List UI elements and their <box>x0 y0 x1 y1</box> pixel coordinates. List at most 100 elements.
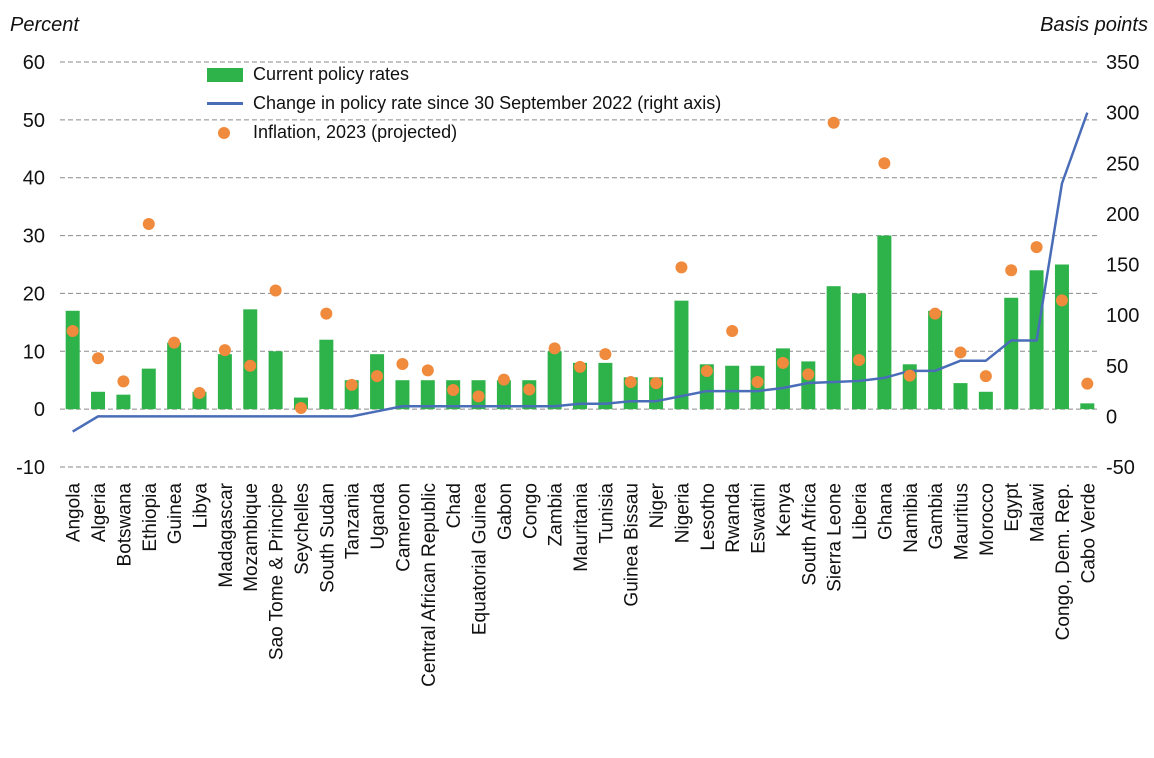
category-label: Botswana <box>114 483 135 567</box>
category-label: Cameroon <box>393 483 414 572</box>
category-label: Seychelles <box>292 483 313 575</box>
legend-bar-swatch <box>207 67 243 82</box>
scatter-point <box>371 370 384 383</box>
scatter-point <box>193 386 206 399</box>
scatter-point <box>878 157 891 170</box>
left-axis-title: Percent <box>10 14 79 36</box>
scatter-point <box>827 116 840 129</box>
left-tick-label: 10 <box>23 341 45 363</box>
left-tick-label: 30 <box>23 226 45 248</box>
scatter-point <box>954 346 967 359</box>
bar <box>319 339 334 410</box>
bar <box>1004 297 1019 410</box>
category-label: Nigeria <box>672 483 693 544</box>
bar <box>1054 264 1069 410</box>
scatter-point <box>472 390 485 403</box>
category-label: Kenya <box>774 483 795 537</box>
scatter-point <box>776 356 789 369</box>
right-tick-label: 200 <box>1106 204 1139 226</box>
category-label: Angola <box>64 483 85 543</box>
bar <box>852 293 867 410</box>
category-label: Ethiopia <box>140 483 161 552</box>
category-label: Mozambique <box>241 483 262 592</box>
category-label: Mauritania <box>571 483 592 572</box>
category-label: Gabon <box>495 483 516 540</box>
scatter-point <box>421 364 434 377</box>
category-label: Tunisia <box>596 483 617 544</box>
left-tick-label: 0 <box>34 399 45 421</box>
category-label: Cabo Verde <box>1078 483 1099 583</box>
bar <box>141 368 156 410</box>
category-label: Lesotho <box>698 483 719 551</box>
scatter-point <box>168 336 181 349</box>
category-label: Central African Republic <box>419 483 440 687</box>
left-tick-label: 50 <box>23 110 45 132</box>
right-tick-label: 350 <box>1106 52 1139 74</box>
category-label: Uganda <box>368 483 389 550</box>
bar-series <box>65 235 1095 410</box>
legend-item-policy-rates: Current policy rates <box>205 60 721 89</box>
scatter-point <box>142 218 155 230</box>
bar <box>573 362 587 410</box>
category-label: Liberia <box>850 483 871 540</box>
category-label: Libya <box>191 483 212 529</box>
right-tick-label: 0 <box>1106 406 1117 428</box>
legend-dot-swatch <box>218 126 230 139</box>
left-tick-label: 20 <box>23 283 45 305</box>
scatter-point <box>244 359 257 372</box>
legend-label: Inflation, 2023 (projected) <box>253 122 458 142</box>
bar <box>725 365 740 410</box>
scatter-point <box>447 384 460 397</box>
category-label: Chad <box>444 483 465 528</box>
category-label: Niger <box>647 482 668 528</box>
bar <box>217 354 232 410</box>
category-label: Morocco <box>977 483 998 556</box>
category-label: Eswatini <box>749 483 770 554</box>
right-axis-title: Basis points <box>1040 14 1148 36</box>
category-label: Madagascar <box>216 482 237 587</box>
bar <box>928 310 943 410</box>
scatter-point <box>523 383 536 396</box>
category-label: Ghana <box>875 483 896 540</box>
right-tick-label: 150 <box>1106 255 1139 277</box>
category-labels: Angola Algeria Botswana Ethiopia Guinea Libya… <box>64 482 1100 687</box>
scatter-point <box>929 307 942 320</box>
category-label: Guinea <box>165 483 186 545</box>
category-label: Congo <box>520 483 541 539</box>
right-tick-label: 300 <box>1106 103 1139 125</box>
line-path <box>72 112 1089 433</box>
right-tick-label: 100 <box>1106 305 1139 327</box>
scatter-point <box>66 325 79 338</box>
scatter-point <box>675 261 688 274</box>
legend-item-inflation: Inflation, 2023 (projected) <box>205 118 721 147</box>
scatter-point <box>1055 294 1068 307</box>
legend-label: Current policy rates <box>253 64 410 84</box>
category-label: Sierra Leone <box>825 483 846 592</box>
category-label: Sao Tome & Principe <box>267 483 288 660</box>
category-label: South Africa <box>799 483 820 586</box>
scatter-point <box>599 348 612 361</box>
bar <box>598 362 613 410</box>
legend: Current policy rates Change in policy ra… <box>205 60 721 147</box>
line-series <box>72 112 1089 433</box>
right-tick-label: -50 <box>1106 457 1135 479</box>
scatter-series <box>66 116 1094 414</box>
scatter-point <box>345 378 358 391</box>
category-label: Zambia <box>546 483 567 547</box>
scatter-point <box>320 307 333 320</box>
scatter-point <box>92 352 105 365</box>
category-label: Gambia <box>926 483 947 550</box>
scatter-point <box>1030 241 1043 254</box>
scatter-point <box>269 284 282 297</box>
category-label: Tanzania <box>343 483 364 559</box>
scatter-point <box>497 373 510 386</box>
scatter-point <box>1081 377 1094 390</box>
scatter-point <box>802 368 815 381</box>
scatter-point <box>218 344 231 357</box>
scatter-point <box>1005 264 1018 277</box>
scatter-point <box>700 364 713 377</box>
category-label: Namibia <box>901 483 922 553</box>
scatter-point <box>624 375 637 388</box>
bar <box>826 286 841 410</box>
